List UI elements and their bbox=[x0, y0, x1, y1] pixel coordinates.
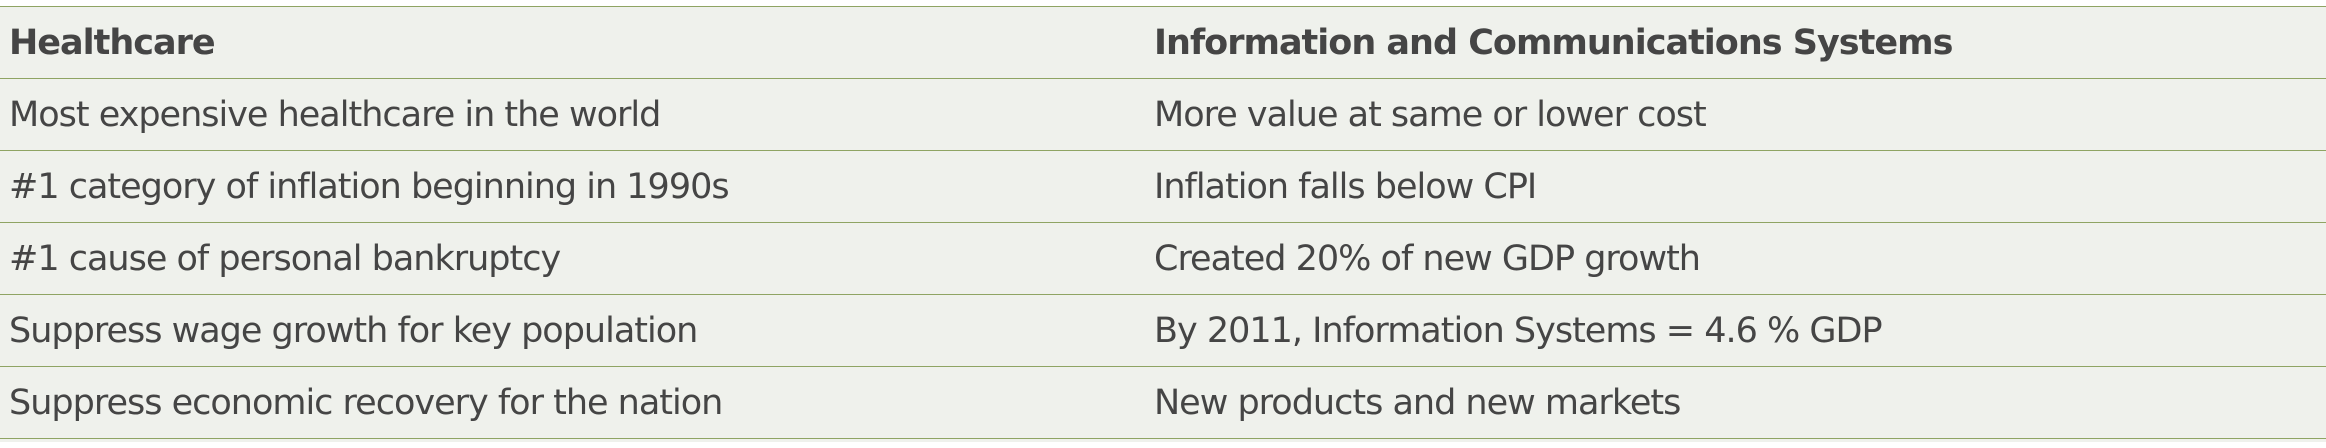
header-row: Healthcare Information and Communication… bbox=[0, 6, 2326, 79]
table-cell: By 2011, Information Systems = 4.6 % GDP bbox=[1145, 294, 2326, 367]
table-row: #1 cause of personal bankruptcy Created 2… bbox=[0, 222, 2326, 295]
table-cell: More value at same or lower cost bbox=[1145, 78, 2326, 151]
table-row: Suppress wage growth for key population B… bbox=[0, 294, 2326, 367]
table-header: Healthcare Information and Communication… bbox=[0, 6, 2326, 79]
table-cell: #1 category of inflation beginning in 19… bbox=[0, 150, 1145, 223]
table-cell: Suppress wage growth for key population bbox=[0, 294, 1145, 367]
table-row: Most expensive healthcare in the world Mo… bbox=[0, 78, 2326, 151]
table-cell: Inflation falls below CPI bbox=[1145, 150, 2326, 223]
header-cell: Information and Communications Systems bbox=[1145, 6, 2326, 79]
header-cell: Healthcare bbox=[0, 6, 1145, 79]
table-row: Suppress economic recovery for the natio… bbox=[0, 366, 2326, 439]
table-cell: Most expensive healthcare in the world bbox=[0, 78, 1145, 151]
table-cell: Suppress economic recovery for the natio… bbox=[0, 366, 1145, 439]
table-cell: New products and new markets bbox=[1145, 366, 2326, 439]
comparison-table: Healthcare Information and Communication… bbox=[0, 6, 2326, 439]
table-body: Most expensive healthcare in the world Mo… bbox=[0, 78, 2326, 439]
table-row: #1 category of inflation beginning in 19… bbox=[0, 150, 2326, 223]
table-cell: Created 20% of new GDP growth bbox=[1145, 222, 2326, 295]
table-cell: #1 cause of personal bankruptcy bbox=[0, 222, 1145, 295]
table-container: Healthcare Information and Communication… bbox=[0, 6, 2326, 442]
